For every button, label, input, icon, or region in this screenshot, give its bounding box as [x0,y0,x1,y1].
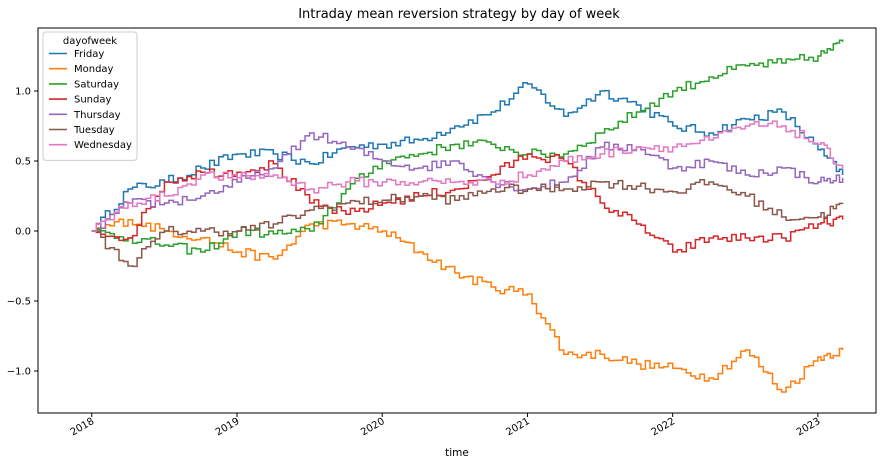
y-tick-label: 1.0 [15,87,31,98]
legend-label-friday: Friday [74,49,104,60]
x-axis-label: time [445,447,469,459]
y-tick-label: 0.5 [15,157,31,168]
legend-label-tuesday: Tuesday [73,125,115,136]
legend: dayofweek Friday Monday Saturday Sunday Thurs… [42,31,138,161]
chart-title: Intraday mean reversion strategy by day … [298,7,620,22]
series-line-thursday [91,132,844,232]
legend-box [42,31,138,161]
plot-area [37,27,877,414]
y-tick-label: 0.0 [15,227,31,238]
series-line-tuesday [91,178,844,268]
y-tick-label: −1.0 [7,367,31,378]
legend-label-sunday: Sunday [74,95,111,106]
y-tick-label: −0.5 [7,297,31,308]
legend-label-wednesday: Wednesday [74,140,132,151]
series-line-friday [91,82,844,232]
legend-label-monday: Monday [74,64,114,75]
plot-frame [37,27,877,414]
series-line-wednesday [91,120,844,232]
series-line-saturday [91,39,844,255]
plot-background [38,28,876,413]
legend-label-thursday: Thursday [73,110,121,121]
legend-title: dayofweek [63,36,117,47]
series-line-sunday [91,153,844,253]
y-axis: 1.0 0.5 0.0 −0.5 −1.0 [7,87,38,378]
legend-label-saturday: Saturday [74,79,119,90]
series-lines [91,39,844,393]
